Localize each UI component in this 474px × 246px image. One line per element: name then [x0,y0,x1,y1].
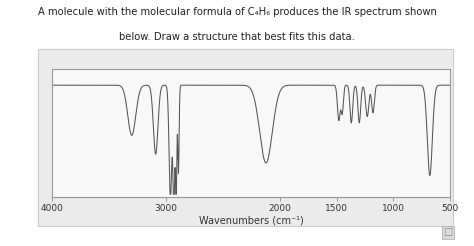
Text: □: □ [443,227,453,237]
Text: below. Draw a structure that best fits this data.: below. Draw a structure that best fits t… [119,32,355,42]
X-axis label: Wavenumbers (cm⁻¹): Wavenumbers (cm⁻¹) [199,215,303,226]
Text: A molecule with the molecular formula of C₄H₆ produces the IR spectrum shown: A molecule with the molecular formula of… [37,7,437,17]
